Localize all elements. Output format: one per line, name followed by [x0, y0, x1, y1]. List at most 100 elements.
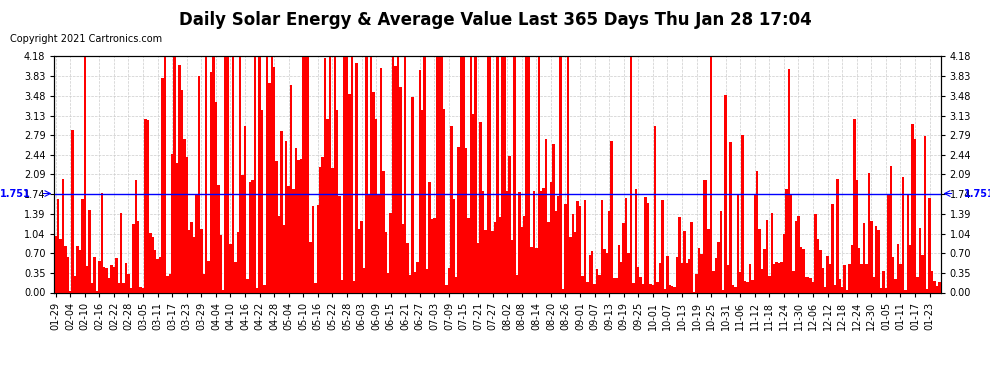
- Bar: [404, 56, 407, 292]
- Bar: [822, 268, 824, 292]
- Bar: [161, 78, 163, 292]
- Bar: [877, 230, 880, 292]
- Bar: [344, 56, 346, 292]
- Bar: [275, 161, 278, 292]
- Bar: [817, 239, 819, 292]
- Bar: [574, 232, 576, 292]
- Bar: [91, 283, 93, 292]
- Bar: [732, 285, 735, 292]
- Bar: [297, 160, 300, 292]
- Bar: [474, 56, 477, 292]
- Bar: [540, 191, 543, 292]
- Bar: [120, 213, 123, 292]
- Bar: [814, 213, 817, 292]
- Bar: [642, 284, 644, 292]
- Bar: [459, 56, 462, 292]
- Bar: [504, 56, 506, 292]
- Bar: [666, 256, 668, 292]
- Bar: [79, 251, 81, 292]
- Bar: [571, 214, 574, 292]
- Bar: [140, 287, 142, 292]
- Bar: [322, 157, 324, 292]
- Bar: [307, 56, 309, 292]
- Bar: [76, 246, 79, 292]
- Bar: [516, 275, 518, 292]
- Bar: [258, 56, 260, 292]
- Bar: [931, 271, 934, 292]
- Bar: [414, 273, 416, 292]
- Bar: [457, 147, 459, 292]
- Bar: [805, 277, 807, 292]
- Bar: [839, 279, 841, 292]
- Bar: [683, 231, 686, 292]
- Bar: [188, 230, 190, 292]
- Bar: [705, 180, 708, 292]
- Bar: [83, 56, 86, 292]
- Bar: [748, 264, 751, 292]
- Bar: [302, 56, 305, 292]
- Bar: [916, 277, 919, 292]
- Bar: [819, 250, 822, 292]
- Bar: [222, 290, 225, 292]
- Text: Copyright 2021 Cartronics.com: Copyright 2021 Cartronics.com: [10, 34, 162, 44]
- Bar: [270, 56, 273, 292]
- Bar: [86, 266, 88, 292]
- Bar: [795, 222, 797, 292]
- Bar: [360, 221, 362, 292]
- Bar: [649, 284, 651, 292]
- Bar: [353, 281, 355, 292]
- Bar: [200, 230, 203, 292]
- Bar: [737, 194, 739, 292]
- Bar: [615, 278, 618, 292]
- Bar: [929, 198, 931, 292]
- Bar: [887, 195, 890, 292]
- Bar: [348, 94, 350, 292]
- Bar: [217, 185, 220, 292]
- Bar: [812, 282, 814, 292]
- Bar: [156, 259, 158, 292]
- Bar: [387, 273, 389, 292]
- Bar: [407, 243, 409, 292]
- Bar: [486, 56, 489, 292]
- Bar: [564, 204, 566, 292]
- Bar: [339, 196, 341, 292]
- Bar: [305, 56, 307, 292]
- Bar: [635, 189, 637, 292]
- Bar: [324, 58, 327, 292]
- Bar: [98, 261, 101, 292]
- Bar: [511, 240, 513, 292]
- Bar: [907, 195, 909, 292]
- Bar: [547, 222, 549, 292]
- Bar: [673, 287, 676, 292]
- Bar: [151, 237, 154, 292]
- Bar: [715, 258, 717, 292]
- Bar: [397, 56, 399, 292]
- Bar: [285, 141, 287, 292]
- Bar: [147, 120, 149, 292]
- Bar: [123, 283, 125, 292]
- Bar: [939, 282, 940, 292]
- Bar: [130, 288, 132, 292]
- Bar: [409, 275, 411, 292]
- Bar: [282, 225, 285, 292]
- Bar: [860, 264, 863, 292]
- Bar: [443, 109, 446, 292]
- Bar: [467, 218, 469, 292]
- Bar: [518, 192, 521, 292]
- Bar: [158, 257, 161, 292]
- Bar: [332, 168, 334, 292]
- Bar: [526, 56, 528, 292]
- Bar: [576, 201, 579, 292]
- Bar: [234, 262, 237, 292]
- Bar: [273, 67, 275, 292]
- Bar: [205, 56, 207, 292]
- Bar: [824, 286, 827, 292]
- Bar: [166, 276, 168, 292]
- Bar: [163, 56, 166, 292]
- Bar: [494, 222, 496, 292]
- Bar: [355, 63, 358, 292]
- Bar: [464, 148, 467, 292]
- Bar: [402, 224, 404, 292]
- Bar: [659, 263, 661, 292]
- Bar: [531, 247, 533, 292]
